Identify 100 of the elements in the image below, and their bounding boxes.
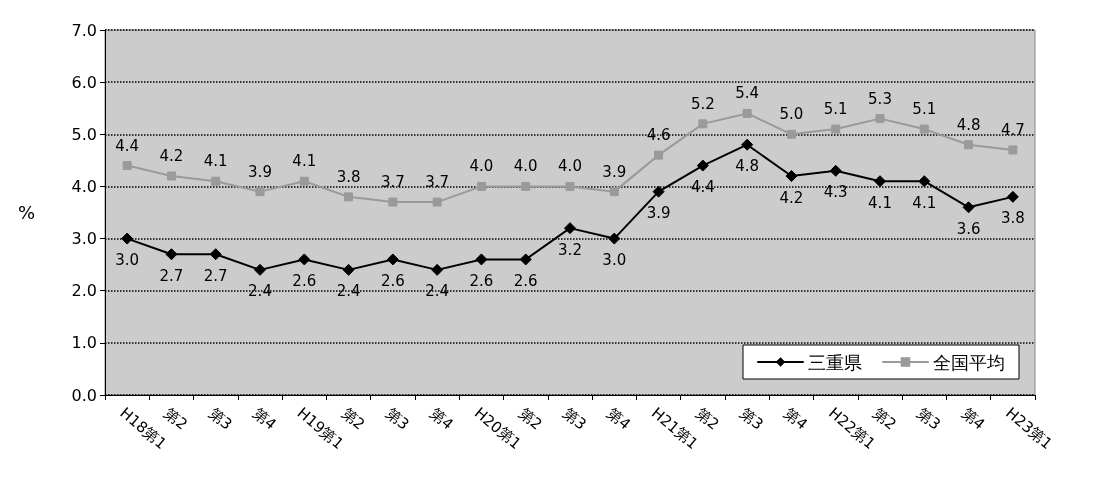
point — [298, 253, 311, 266]
x-tick-label: 第2 — [869, 403, 900, 434]
x-tick-label: 第3 — [736, 403, 767, 434]
data-label: 4.6 — [646, 126, 671, 145]
point — [521, 181, 531, 191]
data-label: 4.2 — [159, 147, 184, 165]
point — [874, 175, 886, 188]
y-tick-label: 1.0 — [71, 333, 97, 353]
point — [609, 187, 619, 197]
point — [431, 263, 444, 276]
x-tick-label: 第3 — [913, 403, 945, 434]
x-tick-label: 第2 — [692, 403, 723, 434]
point — [696, 159, 709, 172]
y-tick-label: 4.0 — [71, 176, 97, 196]
y-tick-label: 2.0 — [71, 281, 97, 301]
data-label: 4.8 — [735, 157, 760, 176]
data-label: 5.3 — [868, 89, 892, 108]
y-tick-label: 6.0 — [71, 72, 97, 92]
point — [209, 248, 222, 261]
point — [831, 124, 841, 134]
point — [342, 263, 355, 276]
data-label: 5.1 — [823, 100, 848, 119]
data-label: 4.7 — [1000, 120, 1025, 139]
point — [388, 197, 398, 207]
x-tick-label: 第4 — [249, 403, 280, 434]
data-label: 4.1 — [912, 193, 937, 212]
point — [608, 232, 621, 245]
data-label: 4.0 — [558, 157, 582, 176]
data-label: 3.6 — [956, 219, 981, 238]
data-label: 3.0 — [115, 251, 140, 270]
data-label: 3.9 — [602, 162, 627, 181]
point — [165, 248, 178, 261]
point — [386, 253, 399, 266]
y-tick-label: 0.0 — [71, 385, 97, 405]
data-label: 4.8 — [956, 115, 981, 134]
data-label: 2.6 — [469, 271, 494, 290]
data-label: 3.9 — [646, 204, 671, 223]
legend-label: 三重県 — [808, 351, 862, 373]
data-label: 3.9 — [248, 162, 272, 181]
data-label: 2.4 — [336, 282, 361, 301]
point — [875, 114, 885, 124]
point — [919, 124, 929, 134]
data-label: 4.0 — [513, 157, 538, 176]
x-tick-label: 第3 — [382, 403, 413, 434]
x-tick-label: 第2 — [160, 403, 192, 434]
x-tick-label: 第4 — [957, 403, 989, 434]
x-tick-label: 第4 — [603, 403, 635, 434]
data-label: 2.6 — [292, 271, 317, 290]
point — [786, 129, 796, 139]
point — [829, 164, 842, 177]
point — [742, 108, 752, 118]
data-label: 4.2 — [779, 188, 804, 207]
legend-label: 全国平均 — [933, 351, 1005, 373]
data-label: 3.7 — [425, 173, 450, 192]
point — [785, 170, 798, 182]
data-label: 5.1 — [912, 100, 937, 119]
y-tick-label: 3.0 — [71, 229, 97, 249]
data-label: 4.1 — [868, 193, 892, 212]
data-label: 3.7 — [380, 173, 405, 192]
data-label: 3.8 — [1000, 209, 1025, 228]
point — [962, 201, 975, 214]
point — [652, 185, 665, 198]
data-label: 3.2 — [558, 240, 582, 259]
x-tick-label: 第3 — [559, 403, 590, 434]
x-tick-label: 第4 — [780, 403, 812, 434]
data-label: 5.4 — [735, 84, 760, 103]
data-label: 2.4 — [425, 282, 450, 301]
point — [211, 176, 221, 186]
data-label: 4.0 — [469, 157, 494, 176]
point — [475, 253, 488, 266]
data-label: 2.6 — [513, 271, 538, 290]
data-label: 2.7 — [159, 266, 184, 285]
point — [432, 197, 442, 207]
x-tick-label: 第2 — [515, 403, 546, 434]
point — [1008, 145, 1018, 155]
point — [254, 263, 266, 276]
point — [255, 187, 265, 197]
point — [565, 181, 575, 191]
data-label: 5.2 — [690, 94, 715, 113]
data-label: 4.4 — [690, 178, 715, 197]
y-axis-title: % — [17, 202, 35, 223]
point — [698, 119, 708, 129]
point — [741, 138, 754, 151]
point — [166, 171, 176, 181]
data-label: 5.0 — [779, 105, 804, 124]
x-tick-label: 第3 — [205, 403, 236, 434]
data-label: 4.1 — [292, 152, 317, 171]
point — [918, 175, 931, 188]
point — [964, 140, 974, 150]
data-label: 3.8 — [336, 167, 361, 186]
data-label: 3.0 — [602, 251, 627, 270]
y-tick-label: 5.0 — [71, 124, 97, 144]
data-label: 2.7 — [203, 266, 228, 285]
data-label: 2.4 — [248, 282, 272, 301]
point — [121, 232, 134, 245]
point — [654, 150, 664, 160]
data-label: 2.6 — [380, 271, 405, 290]
data-label: 4.3 — [823, 183, 848, 202]
point — [344, 192, 354, 202]
y-tick-label: 7.0 — [71, 20, 97, 40]
